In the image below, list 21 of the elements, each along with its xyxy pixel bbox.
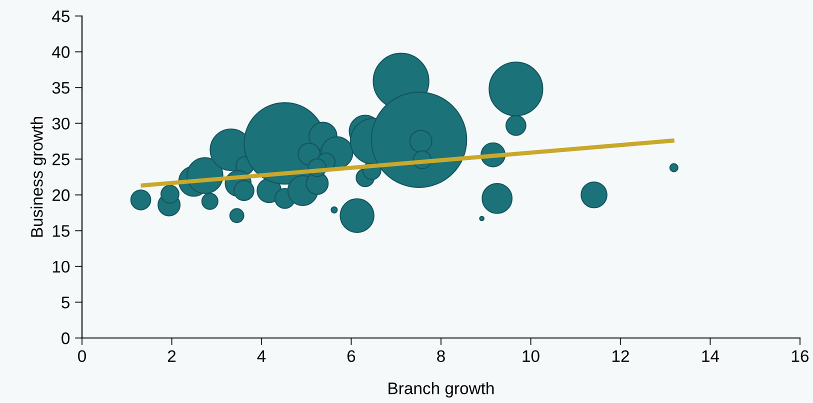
y-tick-label: 40 <box>52 46 70 58</box>
x-tick-label: 10 <box>522 350 540 362</box>
x-tick-label: 16 <box>792 350 809 362</box>
x-tick-label: 8 <box>437 350 445 362</box>
x-axis-title: Branch growth <box>388 382 494 398</box>
y-axis-title: Business growth <box>30 116 46 237</box>
x-tick-label: 4 <box>257 350 266 362</box>
x-tick-label: 12 <box>612 350 629 362</box>
y-tick-label: 20 <box>52 189 70 202</box>
y-tick-label: 15 <box>52 225 70 237</box>
x-tick-label: 0 <box>78 350 86 362</box>
x-tick-label: 14 <box>702 350 720 362</box>
y-tick-label: 45 <box>52 10 70 22</box>
y-tick-label: 0 <box>62 332 70 344</box>
y-tick-label: 30 <box>52 118 70 130</box>
y-tick-label: 10 <box>52 260 70 273</box>
x-tick-label: 2 <box>168 350 176 362</box>
y-tick-label: 25 <box>52 154 70 166</box>
y-tick-label: 35 <box>52 82 70 94</box>
x-tick-label: 6 <box>347 350 356 362</box>
y-tick-label: 5 <box>62 296 70 308</box>
